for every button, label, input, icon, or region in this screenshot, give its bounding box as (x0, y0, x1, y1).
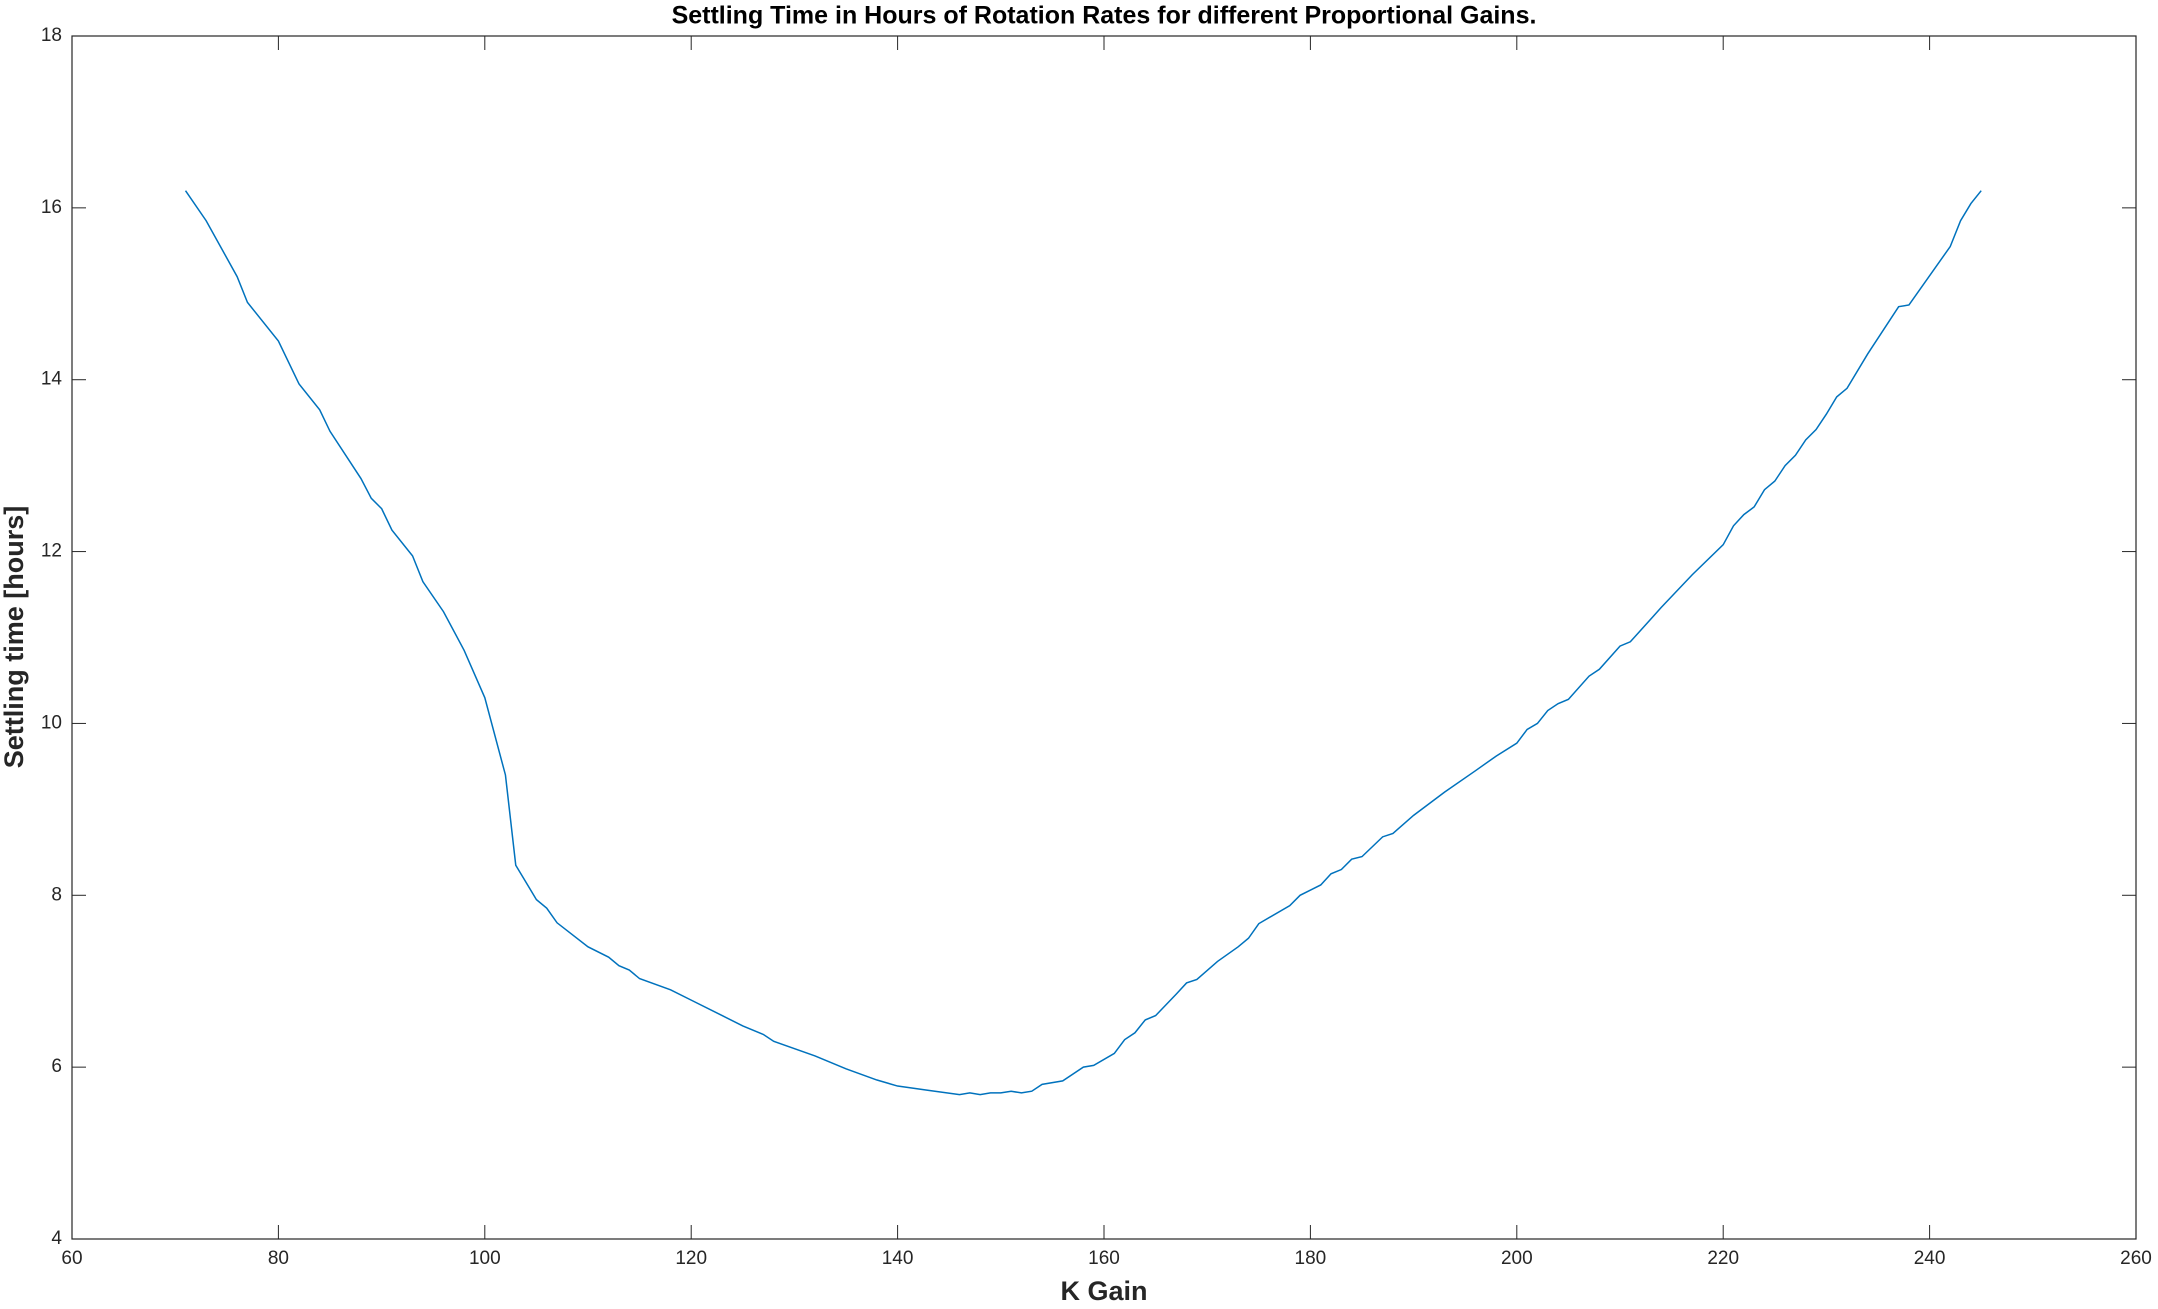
y-tick-label: 6 (51, 1056, 62, 1077)
x-tick-label: 100 (469, 1248, 501, 1269)
y-axis-label: Settling time [hours] (0, 506, 29, 769)
x-tick-label: 160 (1088, 1248, 1120, 1269)
y-tick-label: 14 (41, 369, 63, 390)
x-tick-label: 220 (1707, 1248, 1739, 1269)
x-tick-label: 80 (268, 1248, 289, 1269)
x-tick-label: 200 (1501, 1248, 1533, 1269)
y-tick-label: 8 (51, 884, 62, 905)
x-tick-label: 60 (61, 1248, 82, 1269)
y-tick-label: 18 (41, 25, 62, 46)
x-tick-label: 180 (1295, 1248, 1327, 1269)
x-tick-label: 260 (2120, 1248, 2152, 1269)
x-tick-label: 140 (882, 1248, 914, 1269)
data-line (184, 190, 1982, 1096)
y-tick-label: 4 (51, 1228, 62, 1249)
chart-title: Settling Time in Hours of Rotation Rates… (672, 2, 1537, 30)
y-tick-label: 16 (41, 197, 62, 218)
y-tick-label: 12 (41, 541, 62, 562)
x-tick-label: 240 (1914, 1248, 1946, 1269)
x-tick-label: 120 (675, 1248, 707, 1269)
y-tick-label: 10 (41, 712, 62, 733)
x-axis-label: K Gain (1060, 1276, 1147, 1306)
